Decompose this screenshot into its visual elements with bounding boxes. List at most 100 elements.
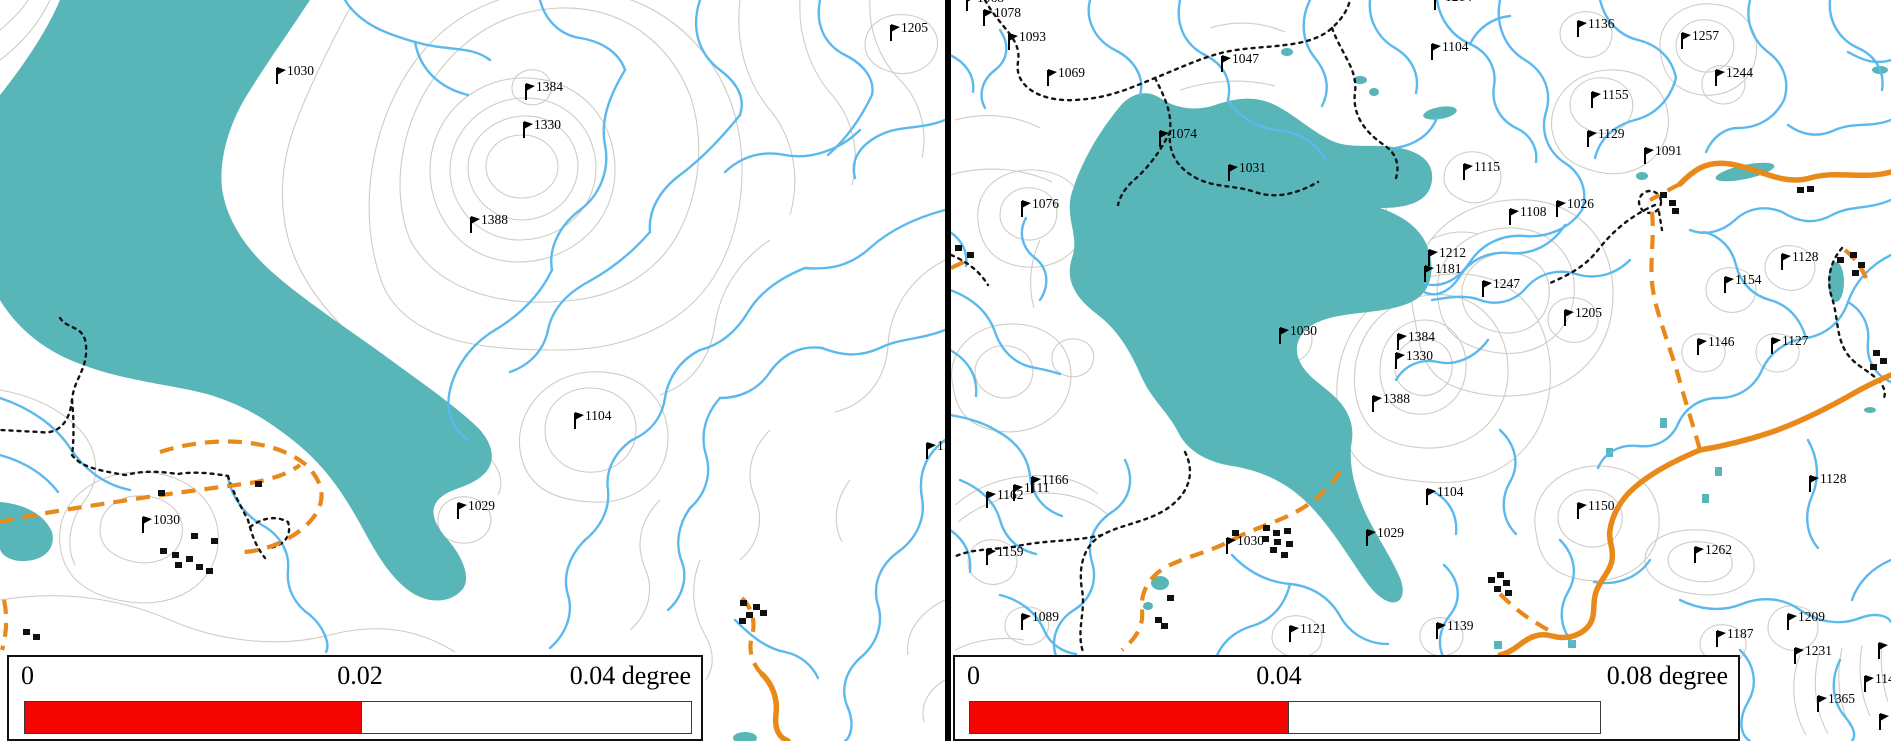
left-lake [0, 0, 757, 741]
elevation-label: 1146 [1708, 334, 1735, 349]
building-marker [1852, 270, 1859, 276]
building-marker [1284, 528, 1291, 534]
elevation-label: 1108 [1520, 204, 1547, 219]
elevation-label: 1128 [1792, 249, 1819, 264]
building-marker [211, 538, 218, 544]
building-marker [191, 533, 198, 539]
elevation-label: 1154 [1735, 272, 1762, 287]
elevation-label: 1030 [287, 63, 314, 78]
elevation-label: 1029 [1377, 525, 1404, 540]
building-marker [1672, 208, 1679, 214]
left-trails [0, 316, 291, 560]
map-panel-right: 1214 10681078 1093 1069 1047 1074 1031 1076 1136… [951, 0, 1891, 741]
elevation-label: 1330 [1406, 348, 1433, 363]
elevation-label: 1104 [1442, 39, 1469, 54]
building-marker [186, 556, 193, 562]
elevation-label: 1111 [1024, 480, 1050, 495]
building-marker [1494, 586, 1501, 592]
elevation-label: 1030 [153, 512, 180, 527]
scale-bar-red-segment [25, 702, 363, 733]
scale-end-label: 0.04 degree [569, 661, 691, 690]
building-marker [160, 548, 167, 554]
elevation-label: 1365 [1828, 691, 1855, 706]
building-marker [760, 610, 767, 616]
building-marker [1263, 525, 1270, 531]
building-marker [1669, 200, 1676, 206]
right-rivers [948, 0, 1891, 741]
elevation-label: 1129 [1598, 126, 1625, 141]
building-marker [1488, 577, 1495, 583]
elevation-label: 1257 [1692, 28, 1719, 43]
elevation-label: 1262 [1705, 542, 1732, 557]
scale-bar-track [24, 701, 692, 734]
scale-mid-label: 0.02 [337, 661, 383, 690]
building-marker [753, 604, 760, 610]
elevation-label: 1139 [1447, 618, 1474, 633]
elevation-label: 1330 [534, 117, 561, 132]
building-marker [1270, 547, 1277, 553]
building-marker [172, 552, 179, 558]
building-marker [746, 612, 753, 618]
building-marker [967, 252, 974, 258]
elevation-label: 1166 [1042, 472, 1069, 487]
building-marker [1850, 252, 1857, 258]
elevation-label: 1388 [481, 212, 508, 227]
elevation-label: 1150 [1588, 498, 1615, 513]
elevation-label: 1093 [1019, 29, 1046, 44]
building-marker [23, 629, 30, 635]
left-contours [0, 0, 946, 723]
building-marker [740, 600, 747, 606]
building-marker [175, 562, 182, 568]
elevation-label: 1187 [1727, 626, 1754, 641]
elevation-label: 1047 [1232, 51, 1259, 66]
elevation-label: 1388 [1383, 391, 1410, 406]
scale-bar-left: 0 0.02 0.04 degree [7, 655, 703, 741]
scale-end-label: 0.08 degree [1606, 661, 1728, 690]
elevation-label: 1162 [997, 487, 1024, 502]
elevation-label: 1104 [585, 408, 612, 423]
elevation-label: 1115 [1474, 159, 1500, 174]
scale-mid-label: 0.04 [1256, 661, 1302, 690]
building-marker [1281, 552, 1288, 558]
elevation-label: 1089 [1032, 609, 1059, 624]
elevation-label: 1244 [1726, 65, 1753, 80]
elevation-label: 1159 [997, 544, 1024, 559]
elevation-label: 1030 [1237, 533, 1264, 548]
building-marker [33, 634, 40, 640]
elevation-label: 1076 [1032, 196, 1059, 211]
building-marker [158, 490, 165, 496]
building-marker [1286, 541, 1293, 547]
building-marker [1161, 623, 1168, 629]
elevation-label: 1074 [1170, 126, 1197, 141]
panel-divider [945, 0, 951, 741]
elevation-label: 1068 [977, 0, 1004, 6]
elevation-label: 1026 [1567, 196, 1594, 211]
building-marker [1155, 617, 1162, 623]
elevation-label: 1121 [1300, 621, 1327, 636]
elevation-label: 1231 [1805, 643, 1832, 658]
scale-start-label: 0 [967, 661, 980, 690]
elevation-label: 1031 [1239, 160, 1266, 175]
elevation-label: 1155 [1602, 87, 1629, 102]
elevation-label: 1384 [1408, 329, 1435, 344]
elevation-label: 1140 [1875, 671, 1891, 686]
building-marker [1503, 580, 1510, 586]
left-map-features: 1030 1384 1330 1388 1205 1104 1029 1030 11 [0, 0, 945, 741]
elevation-label: 1128 [1820, 471, 1847, 486]
elevation-label: 1069 [1058, 65, 1085, 80]
building-marker [196, 564, 203, 570]
elevation-label: 1205 [1575, 305, 1602, 320]
map-panel-left: 1030 1384 1330 1388 1205 1104 1029 1030 11 0 0.0… [0, 0, 945, 741]
building-marker [255, 481, 262, 487]
left-rivers [0, 0, 947, 741]
building-marker [1505, 590, 1512, 596]
elevation-label: 1030 [1290, 323, 1317, 338]
building-marker [1262, 536, 1269, 542]
elevation-label: 1104 [1437, 484, 1464, 499]
right-lake [1069, 48, 1888, 649]
scale-start-label: 0 [21, 661, 34, 690]
elevation-label: 1247 [1493, 276, 1520, 291]
elevation-label: 1136 [1588, 16, 1615, 31]
elevation-label: 1212 [1439, 245, 1466, 260]
building-marker [1232, 530, 1239, 536]
